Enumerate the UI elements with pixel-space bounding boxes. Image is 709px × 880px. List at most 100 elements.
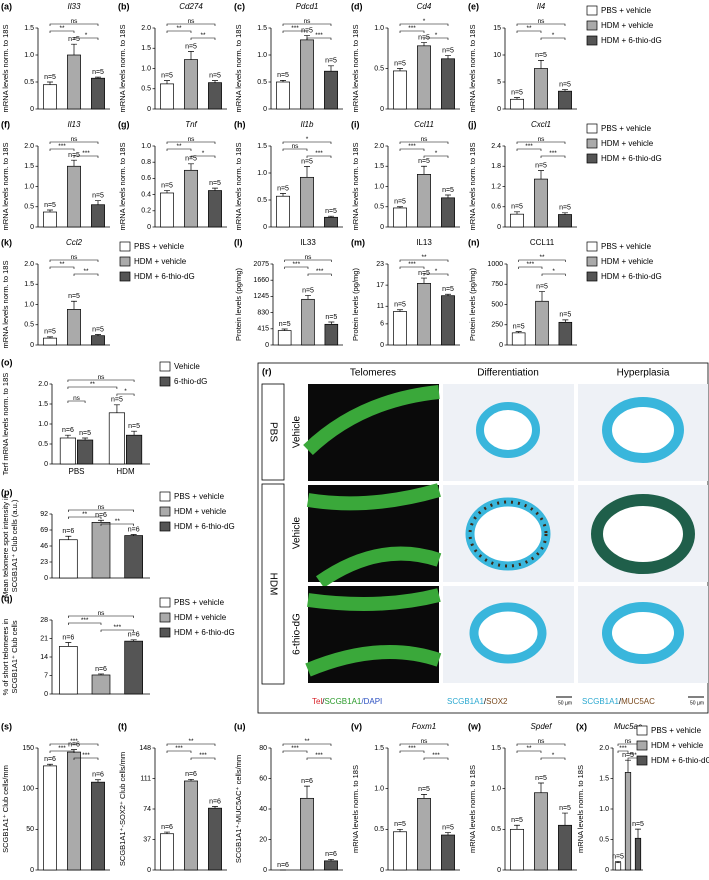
caption: Tel/SCGB1A1/DAPI	[312, 697, 382, 706]
legend-swatch	[636, 740, 648, 751]
significance-label: ***	[293, 261, 301, 268]
legend-label: PBS + vehicle	[174, 492, 225, 501]
legend-label: PBS + vehicle	[601, 6, 652, 15]
error-bar	[562, 212, 568, 215]
legend-label: HDM + vehicle	[174, 613, 227, 622]
n-label: n=5	[92, 326, 104, 333]
significance-label: ns	[98, 374, 106, 381]
panel-label: (w)	[468, 721, 481, 731]
y-axis-label: SCGB1A1⁺ Club cells/mm	[1, 765, 10, 853]
y-tick-label: 5	[497, 79, 501, 86]
caption-part: SCGB1A1	[324, 697, 361, 706]
significance-bracket	[399, 743, 449, 746]
y-tick-label: 14	[40, 654, 48, 661]
significance-label: ***	[315, 150, 323, 157]
y-tick-label: 0.5	[24, 322, 34, 329]
significance-label: ***	[315, 32, 323, 39]
significance-bracket	[73, 273, 99, 276]
significance-bracket	[282, 743, 332, 746]
y-tick-label: 1.0	[374, 183, 384, 190]
legend-swatch	[586, 138, 598, 149]
caption-part: /DAPI	[361, 697, 382, 706]
y-axis-label: mRNA levels norm. to 18S	[234, 143, 243, 231]
y-tick-label: 40	[259, 806, 267, 813]
n-label: n=5	[301, 158, 313, 165]
y-tick-label: 0	[147, 867, 151, 874]
chart-title: Il1b	[301, 120, 314, 129]
error-bar	[421, 277, 427, 284]
y-axis-label: Protein levels (pg/mg)	[351, 268, 360, 341]
error-bar	[130, 639, 137, 642]
significance-bracket	[166, 23, 216, 26]
significance-bracket	[516, 30, 542, 33]
significance-bracket	[540, 155, 566, 158]
y-tick-label: 60	[259, 775, 267, 782]
significance-bracket	[423, 37, 449, 40]
bar	[108, 412, 125, 465]
significance-label: *	[85, 32, 88, 39]
y-tick-label: 500	[491, 301, 503, 308]
caption: SCGB1A1/SOX2	[447, 697, 508, 706]
significance-bracket	[100, 629, 134, 632]
y-tick-label: 0	[497, 106, 501, 113]
y-tick-label: 1.5	[38, 401, 48, 408]
bar	[417, 798, 431, 871]
significance-label: ***	[408, 261, 416, 268]
n-label: n=5	[511, 817, 523, 824]
y-axis-label: Protein levels (pg/mg)	[468, 268, 477, 341]
y-tick-label: 0	[605, 867, 609, 874]
y-tick-label: 250	[491, 322, 503, 329]
legend-swatch	[586, 153, 598, 164]
significance-bracket	[73, 155, 99, 158]
y-tick-label: 1245	[253, 293, 269, 300]
significance-label: ***	[316, 268, 324, 275]
chart-title: Foxm1	[412, 722, 436, 731]
legend-swatch	[159, 597, 171, 608]
y-tick-label: 15	[493, 25, 501, 32]
bar	[324, 860, 338, 871]
airway	[602, 397, 684, 463]
bar	[126, 434, 143, 465]
significance-bracket	[49, 743, 99, 746]
caption-part: /	[619, 697, 622, 706]
bar	[300, 797, 314, 871]
y-tick-label: 1.8	[491, 163, 501, 170]
significance-bracket	[541, 273, 566, 276]
significance-bracket	[73, 37, 99, 40]
significance-label: *	[552, 268, 555, 275]
caption-part: Tel	[312, 697, 322, 706]
significance-bracket	[67, 386, 118, 389]
significance-label: **	[90, 381, 96, 388]
error-bar	[625, 759, 631, 773]
bar	[393, 831, 407, 871]
significance-label: ***	[408, 143, 416, 150]
bar	[160, 192, 174, 228]
significance-bracket	[516, 148, 542, 151]
bar	[91, 77, 105, 110]
y-tick-label: 0.5	[24, 204, 34, 211]
error-bar	[304, 785, 310, 799]
significance-bracket	[166, 148, 192, 151]
legend-swatch	[159, 521, 171, 532]
legend-label: HDM + 6-thio-dG	[174, 628, 235, 637]
significance-label: **	[82, 511, 88, 518]
bar	[124, 535, 144, 579]
significance-bracket	[399, 259, 449, 262]
significance-label: ns	[625, 738, 633, 745]
significance-label: ns	[538, 136, 546, 143]
n-label: n=5	[536, 283, 548, 290]
y-tick-label: 74	[143, 806, 151, 813]
airway	[476, 402, 540, 458]
significance-bracket	[68, 516, 102, 519]
y-tick-label: 111	[140, 775, 151, 782]
bar	[324, 323, 339, 346]
legend-label: HDM + vehicle	[174, 507, 227, 516]
n-label: n=5	[325, 208, 337, 215]
y-tick-label: 23	[40, 559, 48, 566]
n-label: n=5	[92, 193, 104, 200]
n-label: n=6	[209, 798, 221, 805]
airway	[469, 602, 547, 664]
bar	[276, 81, 290, 110]
panel-label: (k)	[1, 237, 12, 247]
